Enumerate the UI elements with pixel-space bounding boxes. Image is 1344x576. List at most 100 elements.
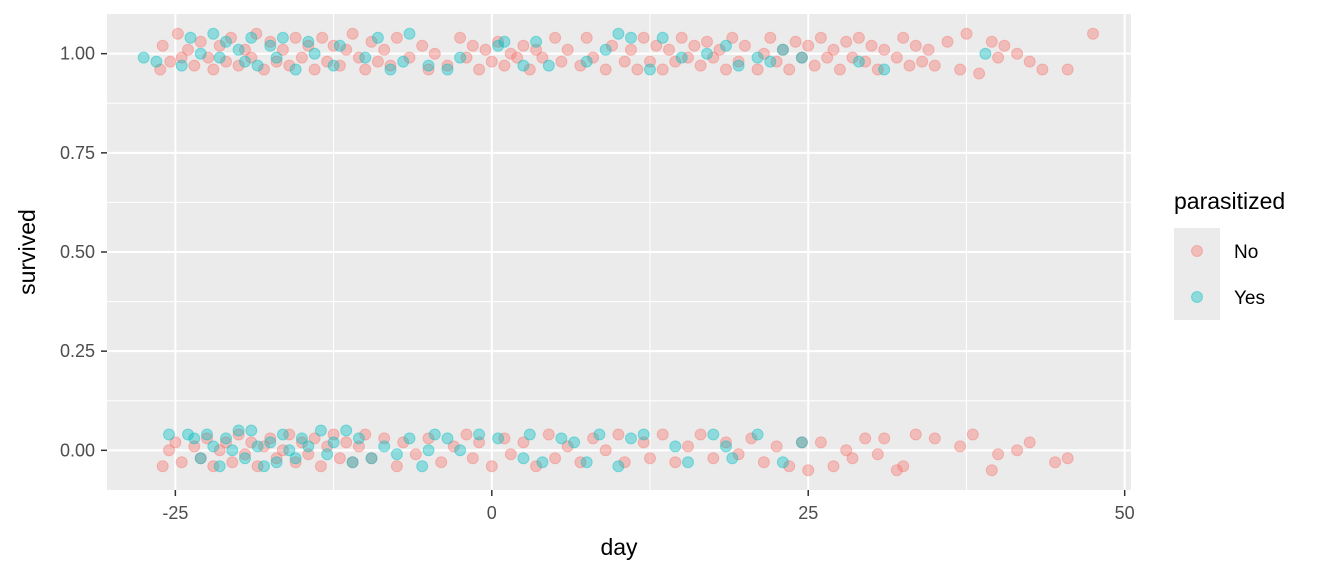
data-point-no xyxy=(542,428,555,441)
data-point-yes xyxy=(454,444,467,457)
data-point-yes xyxy=(371,31,384,44)
data-point-yes xyxy=(403,432,416,445)
data-point-no xyxy=(295,436,308,449)
y-tick-label: 0.25 xyxy=(60,341,95,361)
data-point-no xyxy=(561,43,574,56)
data-point-yes xyxy=(580,55,593,68)
data-point-no xyxy=(549,452,562,465)
data-point-no xyxy=(682,440,694,453)
data-point-no xyxy=(720,436,732,449)
data-point-no xyxy=(202,51,215,64)
data-point-no xyxy=(226,456,239,469)
data-point-no xyxy=(954,440,967,453)
data-point-no xyxy=(928,59,941,72)
data-point-no xyxy=(276,444,289,457)
data-point-yes xyxy=(764,55,777,68)
data-point-no xyxy=(403,51,416,64)
data-point-yes xyxy=(720,440,732,453)
data-point-no xyxy=(188,440,201,453)
data-point-yes xyxy=(441,432,454,445)
data-point-yes xyxy=(682,456,694,469)
data-point-yes xyxy=(359,51,372,64)
data-point-no xyxy=(827,460,840,473)
data-point-no xyxy=(194,452,207,465)
data-point-yes xyxy=(454,51,467,64)
data-point-no xyxy=(871,63,884,76)
data-point-no xyxy=(308,63,321,76)
data-point-no xyxy=(859,432,872,445)
data-point-no xyxy=(220,436,232,449)
data-point-no xyxy=(669,55,682,68)
data-point-no xyxy=(504,448,517,461)
data-point-no xyxy=(175,51,188,64)
data-point-yes xyxy=(599,43,612,56)
x-tick-label: 25 xyxy=(798,503,818,523)
data-point-yes xyxy=(184,31,197,44)
data-point-no xyxy=(156,39,169,52)
data-point-yes xyxy=(517,452,530,465)
data-point-no xyxy=(258,63,270,76)
data-point-yes xyxy=(669,440,682,453)
data-point-no xyxy=(985,35,998,48)
data-point-no xyxy=(701,35,713,48)
data-point-no xyxy=(764,31,777,44)
data-point-no xyxy=(517,436,530,449)
data-point-no xyxy=(182,43,194,56)
data-point-yes xyxy=(390,448,403,461)
data-point-no xyxy=(352,51,365,64)
data-point-yes xyxy=(163,428,175,441)
data-point-yes xyxy=(530,35,543,48)
data-point-yes xyxy=(776,456,789,469)
data-point-no xyxy=(795,436,808,449)
data-point-no xyxy=(207,460,220,473)
data-point-yes xyxy=(264,436,277,449)
data-point-yes xyxy=(232,43,245,56)
data-point-no xyxy=(371,55,384,68)
data-point-no xyxy=(1061,452,1074,465)
data-point-no xyxy=(276,43,289,56)
data-point-yes xyxy=(239,452,251,465)
data-point-yes xyxy=(365,452,378,465)
data-point-yes xyxy=(346,456,359,469)
data-point-no xyxy=(289,31,302,44)
data-point-yes xyxy=(492,39,505,52)
data-point-no xyxy=(865,39,878,52)
data-point-no xyxy=(555,55,568,68)
data-point-no xyxy=(852,31,865,44)
data-point-yes xyxy=(201,428,213,441)
data-point-yes xyxy=(188,432,201,445)
data-point-no xyxy=(846,452,859,465)
data-point-yes xyxy=(295,432,308,445)
data-point-no xyxy=(517,39,530,52)
data-point-yes xyxy=(213,51,226,64)
data-point-yes xyxy=(137,51,150,64)
data-point-no xyxy=(903,59,916,72)
data-point-no xyxy=(1023,55,1036,68)
legend-label-yes: Yes xyxy=(1234,288,1265,309)
data-point-no xyxy=(606,39,618,52)
data-point-yes xyxy=(701,47,713,60)
data-point-no xyxy=(802,464,815,477)
data-point-no xyxy=(441,59,454,72)
data-point-no xyxy=(909,428,922,441)
data-point-yes xyxy=(517,59,530,72)
data-point-yes xyxy=(707,428,720,441)
data-point-no xyxy=(454,31,467,44)
data-point-yes xyxy=(726,452,739,465)
data-point-no xyxy=(447,440,460,453)
data-point-yes xyxy=(498,35,511,48)
y-tick-label: 0.50 xyxy=(60,242,95,262)
data-point-yes xyxy=(536,456,549,469)
data-point-yes xyxy=(403,27,416,40)
data-point-no xyxy=(511,51,524,64)
data-point-yes xyxy=(314,424,327,437)
data-point-no xyxy=(378,43,391,56)
data-point-no xyxy=(409,448,422,461)
data-point-no xyxy=(726,31,739,44)
data-point-no xyxy=(201,432,213,445)
x-tick-label: -25 xyxy=(162,503,188,523)
data-point-no xyxy=(897,31,910,44)
data-point-yes xyxy=(637,428,650,441)
x-axis: -25 0 25 50 xyxy=(162,490,1135,523)
data-point-yes xyxy=(384,63,397,76)
